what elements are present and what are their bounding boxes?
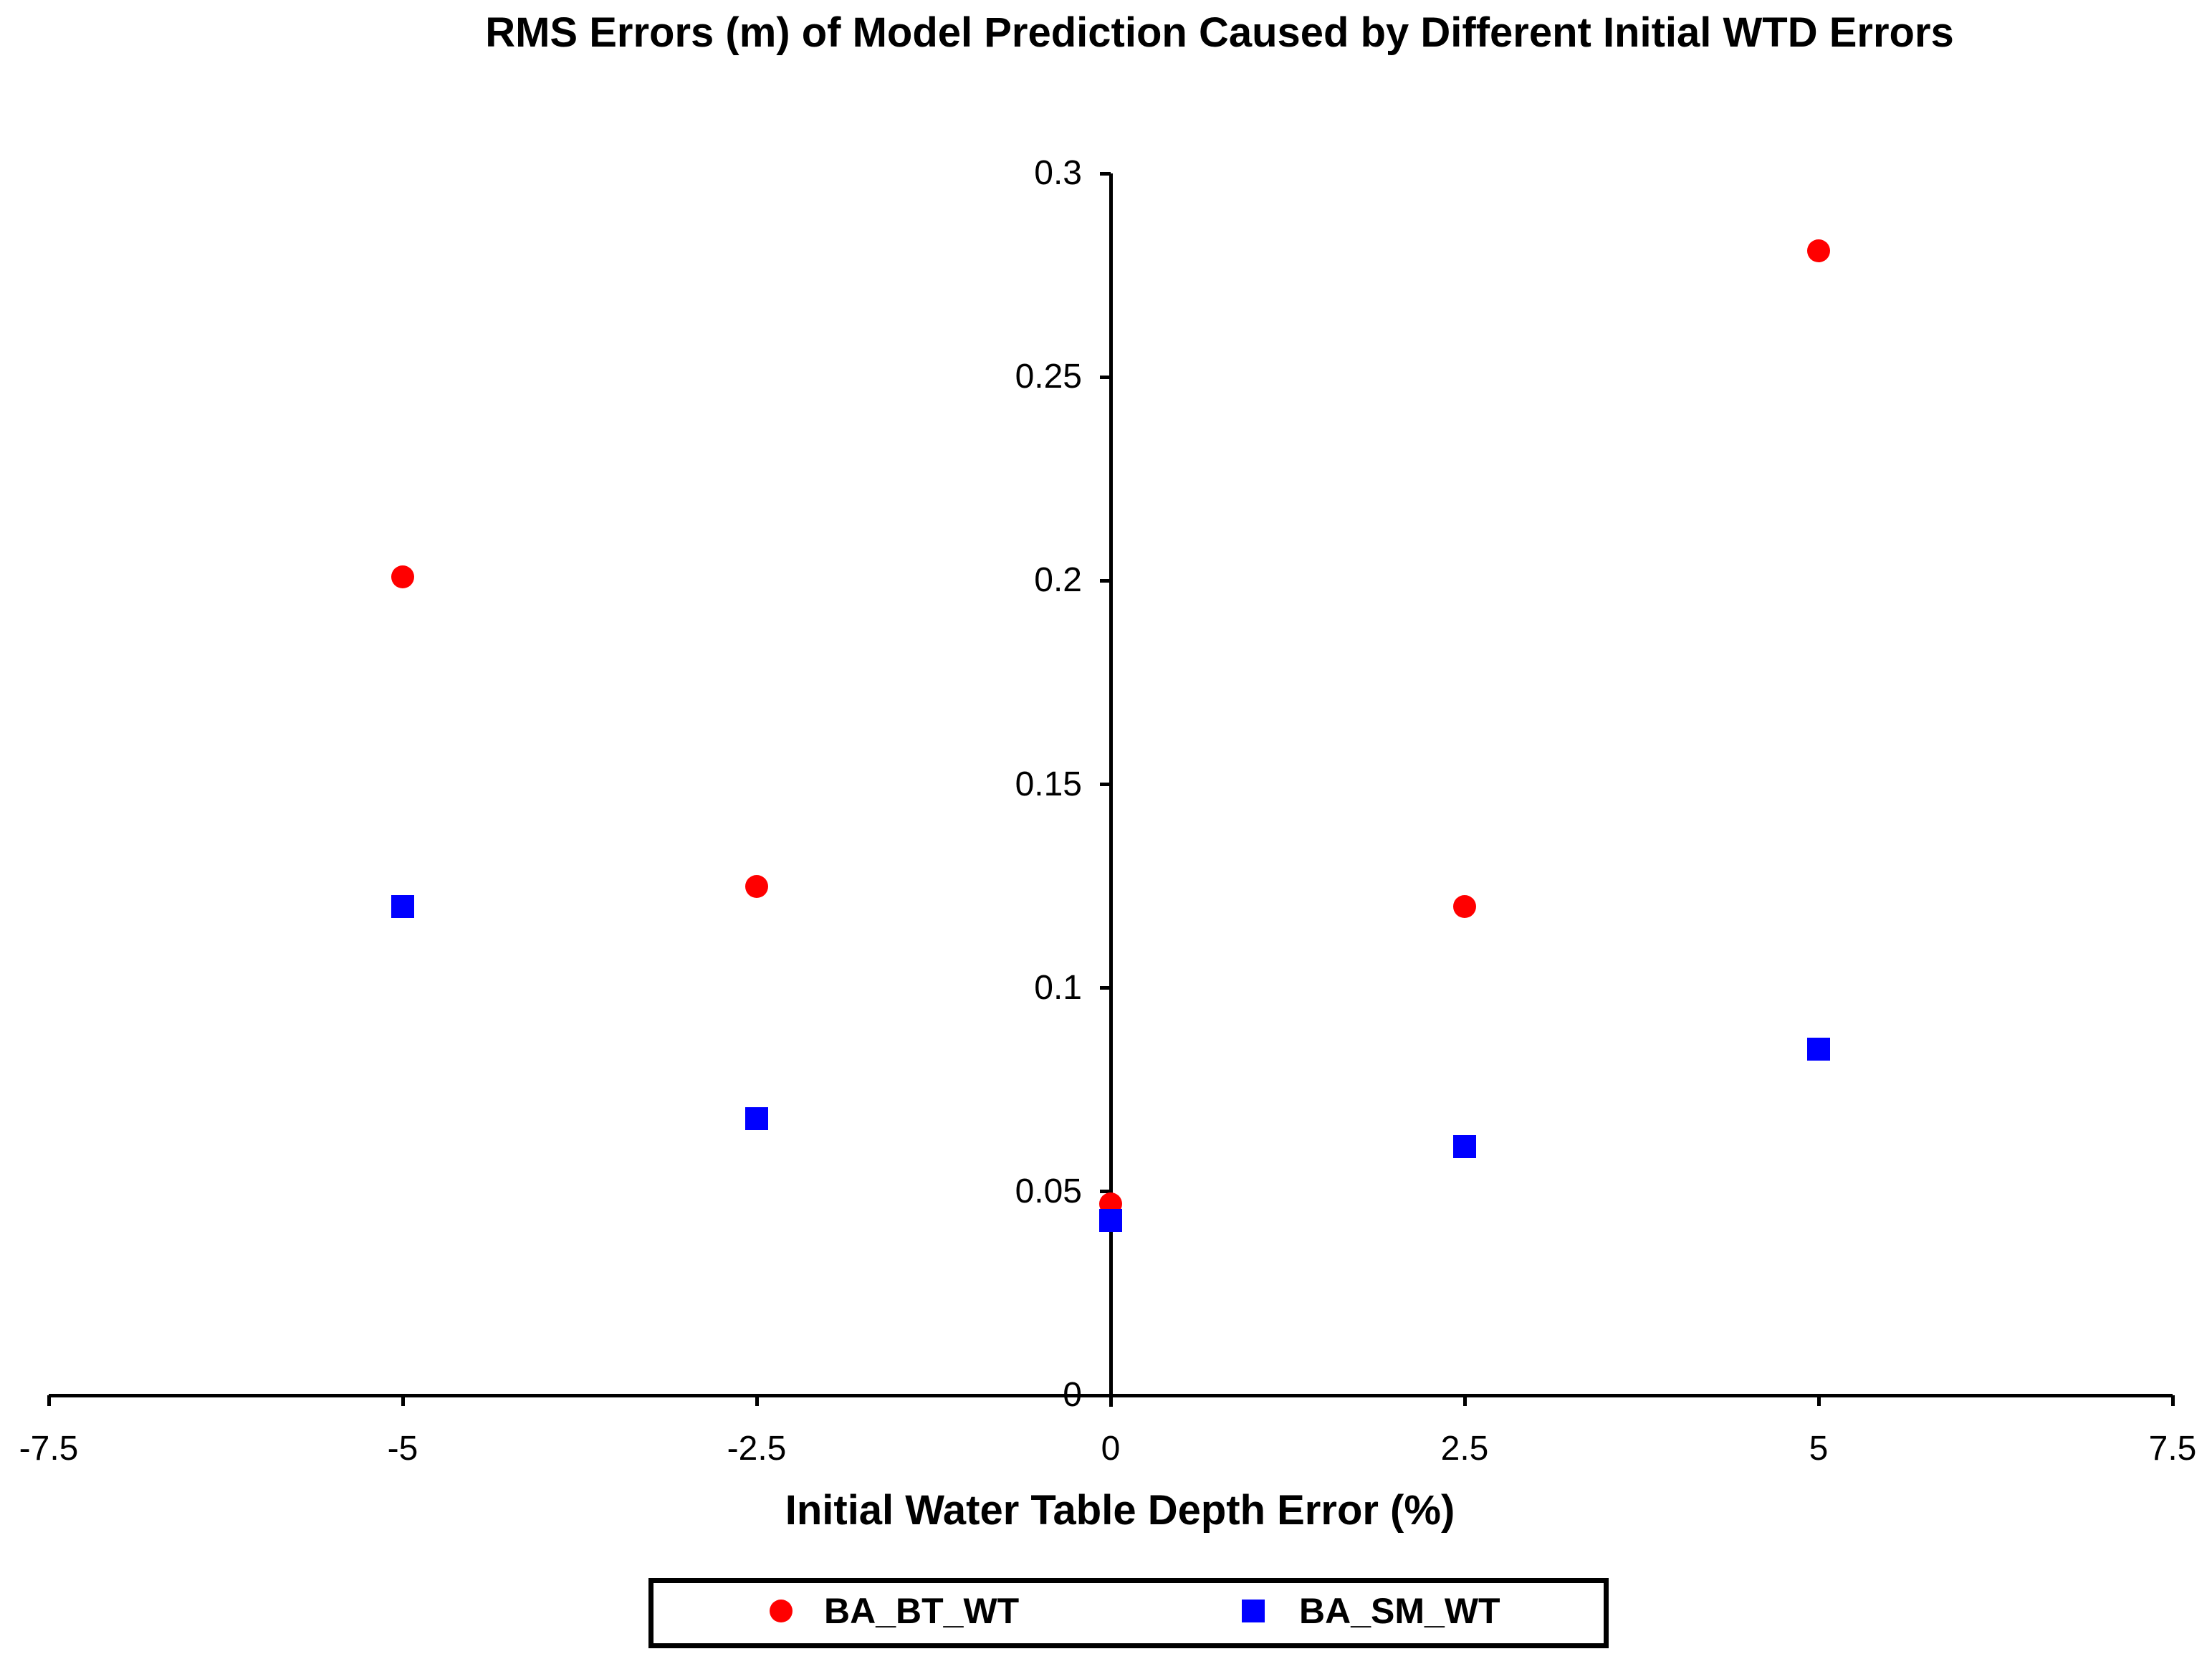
y-tick-mark: [1100, 986, 1111, 990]
data-point-ba-sm-wt: [1807, 1037, 1830, 1061]
x-tick-mark: [1462, 1395, 1467, 1406]
x-tick-label: -2.5: [727, 1430, 787, 1468]
x-tick-mark: [401, 1395, 405, 1406]
x-tick-mark: [2170, 1395, 2175, 1406]
x-tick-mark: [47, 1395, 51, 1406]
data-point-ba-sm-wt: [1099, 1208, 1122, 1232]
x-tick-mark: [755, 1395, 759, 1406]
data-point-ba-bt-wt: [745, 874, 768, 898]
x-tick-label: 7.5: [2148, 1430, 2197, 1468]
legend-marker-circle: [770, 1600, 793, 1622]
data-point-ba-sm-wt: [745, 1106, 768, 1130]
y-tick-mark: [1100, 783, 1111, 786]
x-axis-title: Initial Water Table Depth Error (%): [785, 1487, 1455, 1534]
y-axis-line: [1109, 173, 1113, 1407]
legend-marker-square: [1242, 1600, 1265, 1622]
legend-label-ba-bt-wt: BA_BT_WT: [824, 1591, 1020, 1631]
y-tick-label: 0.1: [1034, 968, 1082, 1007]
data-point-ba-sm-wt: [1453, 1135, 1476, 1159]
x-tick-label: 0: [1101, 1430, 1121, 1468]
y-tick-mark: [1100, 171, 1111, 176]
y-tick-mark: [1100, 1190, 1111, 1194]
x-tick-label: 5: [1809, 1430, 1829, 1468]
y-tick-label: 0.25: [1015, 358, 1082, 396]
y-tick-label: 0.2: [1034, 561, 1082, 600]
y-tick-label: 0.3: [1034, 154, 1082, 192]
data-point-ba-bt-wt: [1807, 239, 1830, 262]
legend-box: BA_BT_WT BA_SM_WT: [648, 1578, 1609, 1648]
data-point-ba-sm-wt: [391, 895, 414, 918]
data-point-ba-bt-wt: [391, 565, 414, 588]
x-tick-label: -5: [387, 1430, 418, 1468]
x-tick-label: -7.5: [19, 1430, 79, 1468]
x-tick-mark: [1109, 1395, 1113, 1406]
data-point-ba-bt-wt: [1453, 895, 1476, 918]
chart-title: RMS Errors (m) of Model Prediction Cause…: [485, 9, 1954, 56]
legend-label-ba-sm-wt: BA_SM_WT: [1299, 1591, 1500, 1631]
y-tick-mark: [1100, 578, 1111, 583]
y-tick-label: 0.15: [1015, 765, 1082, 803]
y-tick-mark: [1100, 375, 1111, 379]
y-tick-label: 0.05: [1015, 1172, 1082, 1210]
x-tick-label: 2.5: [1440, 1430, 1489, 1468]
x-tick-mark: [1816, 1395, 1821, 1406]
y-tick-label: 0: [1063, 1376, 1082, 1414]
